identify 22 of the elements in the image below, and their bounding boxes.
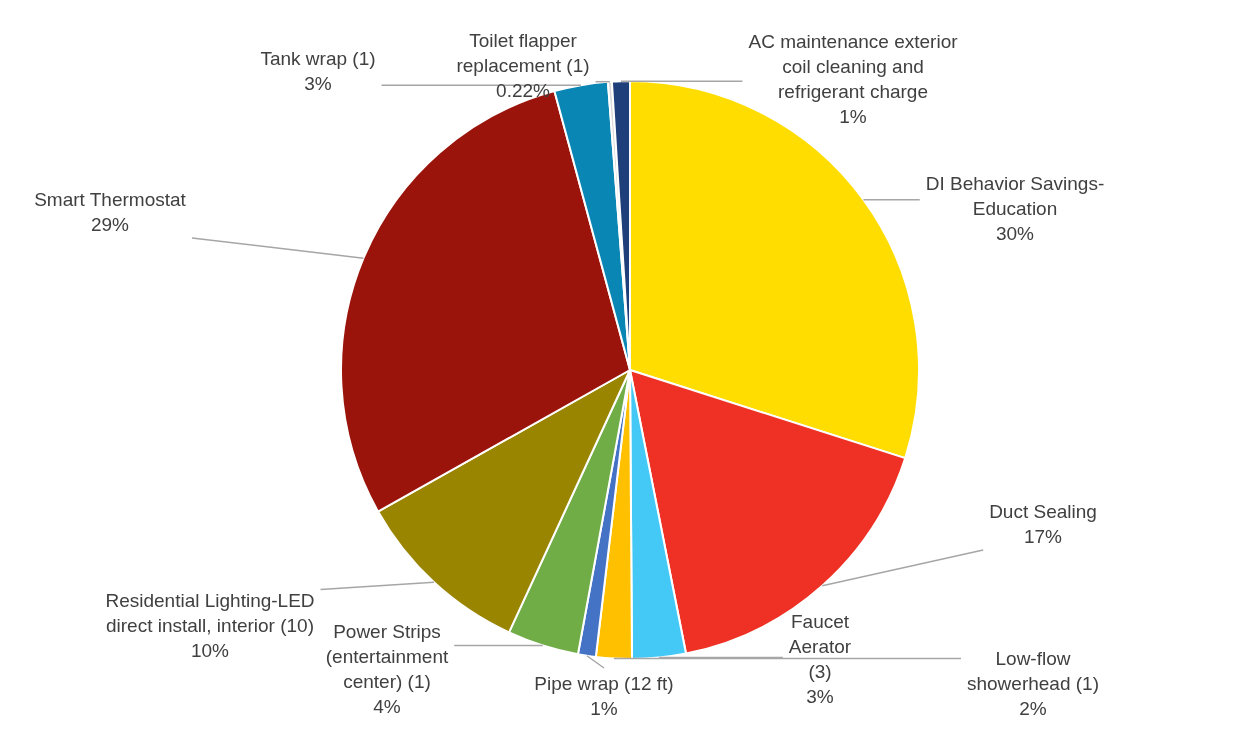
slice-label: Smart Thermostat [34,188,187,210]
data-label: 3% [304,72,332,94]
data-label: 0.22% [496,80,551,102]
slice-label: DI Behavior Savings-Education [925,173,1105,220]
slice-label: AC maintenance exterior coil cleaning and refrigerant charge [748,30,959,102]
data-label: 3% [806,685,834,707]
slice-label: Low-flow showerhead (1) [966,648,1100,695]
slice-label: Pipe wrap (12 ft) [534,672,674,694]
data-label: 10% [190,640,230,662]
slice-label: Toilet flapper replacement (1) [456,30,590,77]
data-label: 1% [839,105,867,127]
data-label: 4% [373,695,401,717]
slice-label: Duct Sealing [989,500,1097,522]
slice-label: Tank wrap (1) [260,47,376,69]
data-label: 1% [590,697,618,719]
slice-label: Power Strips (entertainment center) (1) [325,620,449,692]
data-label: 17% [1023,525,1063,547]
data-label: 30% [995,223,1035,245]
slice-label: Faucet Aerator (3) [788,610,852,682]
slice-label: Residential Lighting-LED direct install, interior (10) [105,590,315,637]
data-label: 2% [1019,698,1047,720]
data-label: 29% [90,213,130,235]
